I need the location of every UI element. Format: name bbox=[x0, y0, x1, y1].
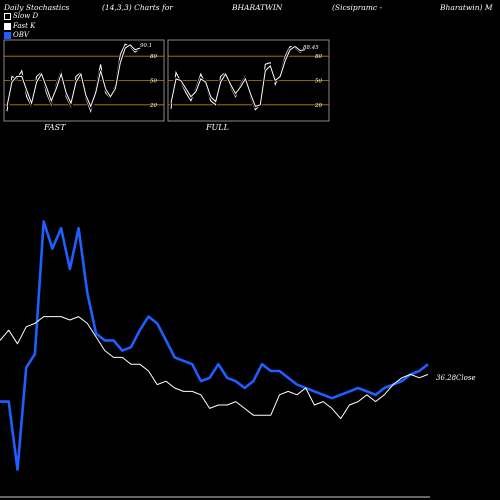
legend-swatch bbox=[4, 32, 11, 40]
legend-item-slow-d: Slow D bbox=[4, 12, 38, 22]
tick-label: 50 bbox=[315, 79, 322, 85]
main-layer bbox=[0, 220, 429, 471]
chart-company-cont: Bharatwin) M bbox=[440, 3, 493, 12]
tick-label: 50 bbox=[150, 79, 157, 85]
tick-label: 80 bbox=[150, 54, 157, 60]
tick-label: 20 bbox=[149, 103, 157, 109]
chart-symbol: BHARATWIN bbox=[232, 3, 283, 12]
close-value: 36.28 bbox=[436, 374, 457, 382]
series-line bbox=[170, 45, 306, 108]
tick-label: 20 bbox=[314, 103, 322, 109]
legend-swatch bbox=[4, 22, 11, 30]
legend-label: OBV bbox=[13, 31, 29, 39]
price-line bbox=[0, 316, 429, 420]
legend-label: Slow D bbox=[13, 12, 39, 20]
panel-fast-label: FAST bbox=[43, 123, 66, 132]
close-value-label: 36.28Close bbox=[436, 374, 476, 382]
chart-params: (14,3,3) Charts for bbox=[102, 3, 173, 12]
panel-full-label: FULL bbox=[205, 123, 229, 132]
legend-swatch bbox=[4, 13, 11, 21]
tick-label: 80 bbox=[315, 54, 322, 60]
legend-label: Fast K bbox=[13, 21, 36, 30]
close-suffix: Close bbox=[456, 374, 476, 382]
panel-full-value: 88.45 bbox=[303, 45, 319, 51]
legend-item-obv: OBV bbox=[4, 31, 38, 41]
panels-layer: 80 50 20 80 50 20 bbox=[4, 41, 329, 117]
legend-item-fast-k: Fast K bbox=[4, 22, 38, 32]
chart-company: (Sicsipramc - bbox=[332, 3, 382, 12]
panel-fast-value: 90.1 bbox=[140, 43, 152, 49]
series-line bbox=[6, 44, 141, 108]
series-line bbox=[6, 43, 141, 114]
legend: Slow D Fast K OBV bbox=[4, 12, 38, 41]
chart-title: Daily Stochastics bbox=[4, 3, 70, 12]
obv-line bbox=[0, 220, 429, 471]
